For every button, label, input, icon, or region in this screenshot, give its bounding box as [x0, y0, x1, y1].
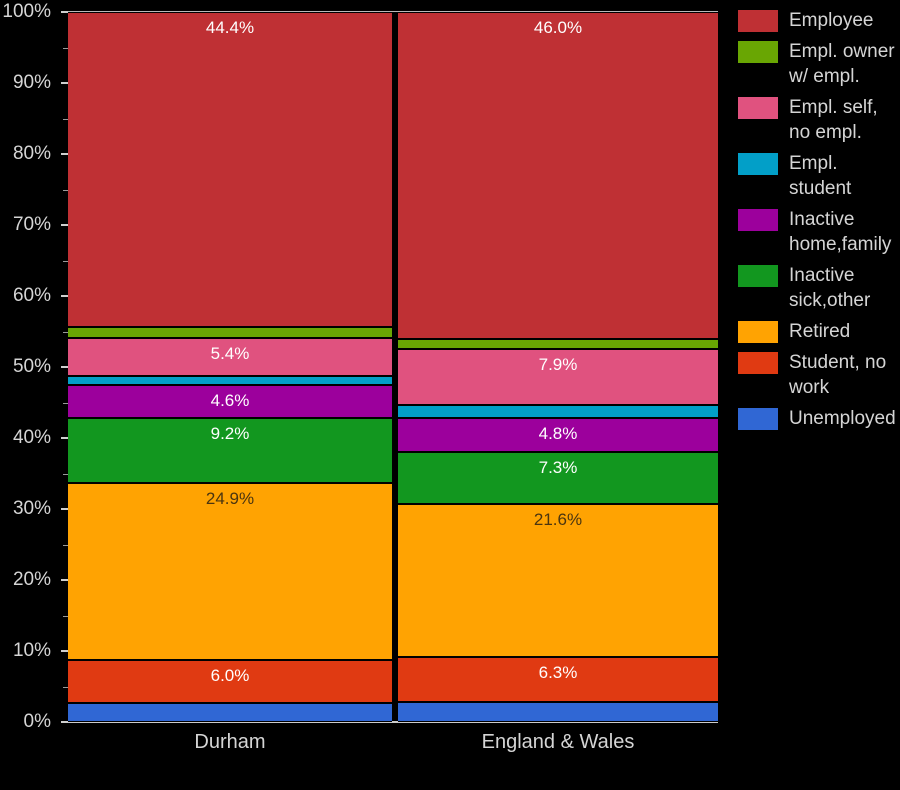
- y-tick-mark: [61, 224, 68, 226]
- bar-segment[interactable]: 4.8%: [398, 418, 718, 453]
- bar-segment[interactable]: 7.9%: [398, 349, 718, 406]
- legend-label: Student, no work: [789, 352, 887, 398]
- legend-item[interactable]: Retired: [738, 319, 900, 344]
- legend-label: Empl. owner w/ empl.: [789, 41, 895, 87]
- bar-segment[interactable]: [398, 405, 718, 419]
- bar-segment[interactable]: [398, 702, 718, 722]
- y-tick-mark-minor: [63, 615, 68, 617]
- legend-swatch-icon: [738, 97, 778, 119]
- legend-label: Employee: [789, 10, 874, 31]
- y-tick-mark: [61, 295, 68, 297]
- legend-swatch-icon: [738, 265, 778, 287]
- y-tick-mark-minor: [63, 118, 68, 120]
- bar-segment-value-label: 6.3%: [538, 663, 578, 683]
- y-tick-label: 70%: [12, 214, 51, 235]
- legend-item[interactable]: Unemployed: [738, 406, 900, 431]
- legend-swatch-icon: [738, 41, 778, 63]
- x-axis-baseline: [68, 721, 718, 723]
- bar-segment-value-label: 4.6%: [210, 391, 250, 411]
- legend-swatch-icon: [738, 408, 778, 430]
- legend-label: Empl. self, no empl.: [789, 97, 878, 143]
- bar-durham[interactable]: 44.4% 5.4% 4.6% 9.2% 24.9% 6.0%: [68, 12, 392, 722]
- legend-item[interactable]: Empl. owner w/ empl.: [738, 39, 900, 89]
- y-tick-label: 0%: [23, 711, 51, 732]
- y-tick-mark: [61, 579, 68, 581]
- legend-label: Retired: [789, 321, 851, 342]
- y-tick-label: 50%: [12, 356, 51, 377]
- bar-segment-value-label: 44.4%: [205, 18, 255, 37]
- bar-segment[interactable]: [68, 702, 392, 722]
- bar-segment[interactable]: 44.4%: [68, 12, 392, 328]
- x-tick-label-durham: Durham: [194, 731, 266, 753]
- bar-segment-value-label: 6.0%: [210, 666, 250, 686]
- bar-segment[interactable]: 6.0%: [68, 660, 392, 703]
- legend-label: Inactive home,family: [789, 209, 892, 255]
- y-tick-mark: [61, 650, 68, 652]
- y-tick-mark-minor: [63, 402, 68, 404]
- bar-segment[interactable]: 9.2%: [68, 418, 392, 484]
- legend-swatch-icon: [738, 209, 778, 231]
- bar-segment-value-label: 9.2%: [210, 424, 250, 444]
- bar-segment[interactable]: 5.4%: [68, 337, 392, 377]
- legend-swatch-icon: [738, 10, 778, 32]
- legend-swatch-icon: [738, 153, 778, 175]
- bar-segment-value-label: 46.0%: [533, 18, 583, 37]
- bar-segment[interactable]: [398, 338, 718, 350]
- bar-segment[interactable]: [68, 376, 392, 386]
- y-tick-label: 30%: [12, 498, 51, 519]
- bar-segment-value-label: 7.3%: [538, 458, 578, 478]
- y-tick-mark: [61, 11, 68, 13]
- bar-segment[interactable]: 7.3%: [398, 452, 718, 505]
- bar-segment-value-label: 4.8%: [538, 424, 578, 444]
- legend-swatch-icon: [738, 352, 778, 374]
- bar-segment-value-label: 24.9%: [205, 489, 255, 509]
- legend-item[interactable]: Empl. student: [738, 151, 900, 201]
- legend-label: Unemployed: [789, 408, 896, 429]
- legend-swatch-icon: [738, 321, 778, 343]
- y-tick-label: 20%: [12, 569, 51, 590]
- y-tick-mark-minor: [63, 686, 68, 688]
- bar-segment-value-label: 21.6%: [533, 510, 583, 530]
- legend-item[interactable]: Student, no work: [738, 350, 900, 400]
- y-tick-mark-minor: [63, 331, 68, 333]
- legend-label: Inactive sick,other: [789, 265, 871, 311]
- y-tick-mark: [61, 153, 68, 155]
- y-tick-mark: [61, 721, 68, 723]
- plot-top-border: [68, 11, 718, 12]
- bar-segment[interactable]: 4.6%: [68, 385, 392, 419]
- bar-segment[interactable]: 46.0%: [398, 12, 718, 339]
- bar-segment[interactable]: 6.3%: [398, 657, 718, 703]
- y-tick-mark: [61, 366, 68, 368]
- bar-segment[interactable]: [68, 327, 392, 338]
- y-tick-mark: [61, 508, 68, 510]
- bar-segment-value-label: 5.4%: [210, 343, 250, 363]
- y-tick-mark: [61, 437, 68, 439]
- legend-item[interactable]: Inactive sick,other: [738, 263, 900, 313]
- y-axis: 100% 90% 80% 70% 60% 50% 40% 30% 20% 10% 0%: [0, 0, 68, 790]
- legend-item[interactable]: Employee: [738, 8, 900, 33]
- plot-area: 44.4% 5.4% 4.6% 9.2% 24.9% 6.0% 46.0% 7.9% 4.8%…: [68, 12, 718, 722]
- y-tick-mark-minor: [63, 544, 68, 546]
- legend-item[interactable]: Inactive home,family: [738, 207, 900, 257]
- y-tick-mark: [61, 82, 68, 84]
- y-tick-mark-minor: [63, 189, 68, 191]
- y-tick-label: 10%: [12, 640, 51, 661]
- bar-segment[interactable]: 21.6%: [398, 504, 718, 658]
- bar-segment-value-label: 7.9%: [538, 355, 578, 375]
- y-tick-label: 40%: [12, 427, 51, 448]
- legend: Employee Empl. owner w/ empl. Empl. self, …: [738, 8, 900, 437]
- y-tick-mark-minor: [63, 47, 68, 49]
- y-tick-label: 60%: [12, 285, 51, 306]
- legend-label: Empl. student: [789, 153, 852, 199]
- y-tick-label: 100%: [2, 1, 51, 22]
- y-tick-label: 90%: [12, 72, 51, 93]
- legend-item[interactable]: Empl. self, no empl.: [738, 95, 900, 145]
- y-tick-label: 80%: [12, 143, 51, 164]
- bar-segment[interactable]: 24.9%: [68, 483, 392, 661]
- y-tick-mark-minor: [63, 473, 68, 475]
- y-tick-mark-minor: [63, 260, 68, 262]
- bar-england-wales[interactable]: 46.0% 7.9% 4.8% 7.3% 21.6% 6.3%: [398, 12, 718, 722]
- x-tick-label-england-wales: England & Wales: [481, 731, 635, 753]
